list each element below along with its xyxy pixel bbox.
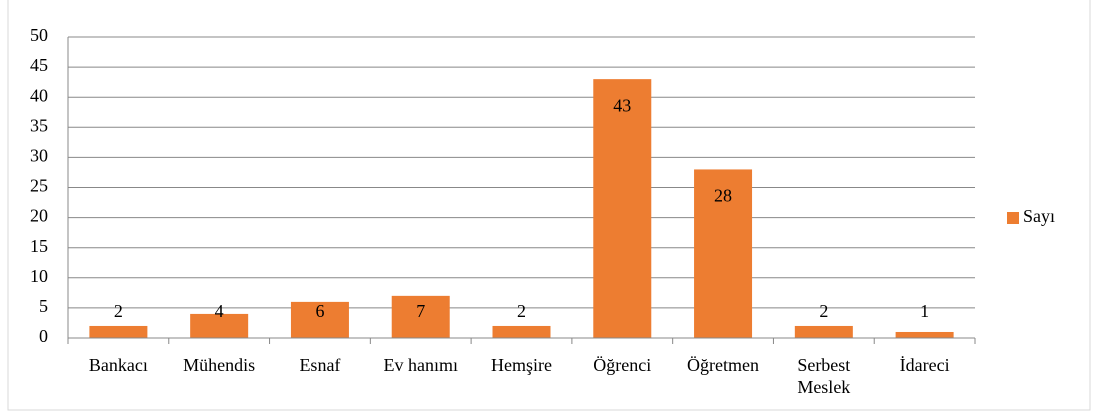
x-tick-label: Öğretmen [687,355,760,375]
data-label: 2 [819,301,828,321]
bar [794,325,853,338]
x-tick-label: Serbest Meslek [797,355,851,397]
data-label: 28 [714,186,732,206]
data-label: 2 [114,301,123,321]
x-tick-label: Mühendis [183,355,256,375]
data-label: 7 [416,301,425,321]
y-tick-label: 10 [30,266,48,286]
y-tick-label: 15 [30,236,48,256]
x-tick-label: İdareci [899,355,950,375]
data-label: 6 [315,301,324,321]
bar [391,295,450,338]
y-tick-label: 5 [39,296,48,316]
bar [190,313,249,338]
data-label: 4 [215,301,224,321]
data-label: 1 [920,301,929,321]
y-tick-label: 40 [30,85,48,105]
y-tick-label: 0 [39,326,48,346]
bar [89,325,148,338]
bar [694,169,753,338]
bar [492,325,551,338]
x-tick-label: Bankacı [88,355,148,375]
x-tick-label: Hemşire [491,355,552,375]
legend-swatch [1007,212,1019,224]
x-tick-label: Esnaf [299,355,341,375]
y-tick-label: 25 [30,176,48,196]
data-label: 2 [517,301,526,321]
x-tick-label: Öğrenci [593,355,652,375]
data-label: 43 [613,95,631,115]
legend-label: Sayı [1023,206,1055,226]
y-tick-label: 30 [30,146,48,166]
y-tick-label: 45 [30,55,48,75]
bar [895,331,954,338]
y-tick-label: 50 [30,25,48,45]
y-tick-label: 20 [30,206,48,226]
x-tick-label: Ev hanımı [383,355,458,375]
bar [593,79,652,338]
bar [290,301,349,338]
y-tick-label: 35 [30,115,48,135]
chart-frame [7,0,1091,411]
